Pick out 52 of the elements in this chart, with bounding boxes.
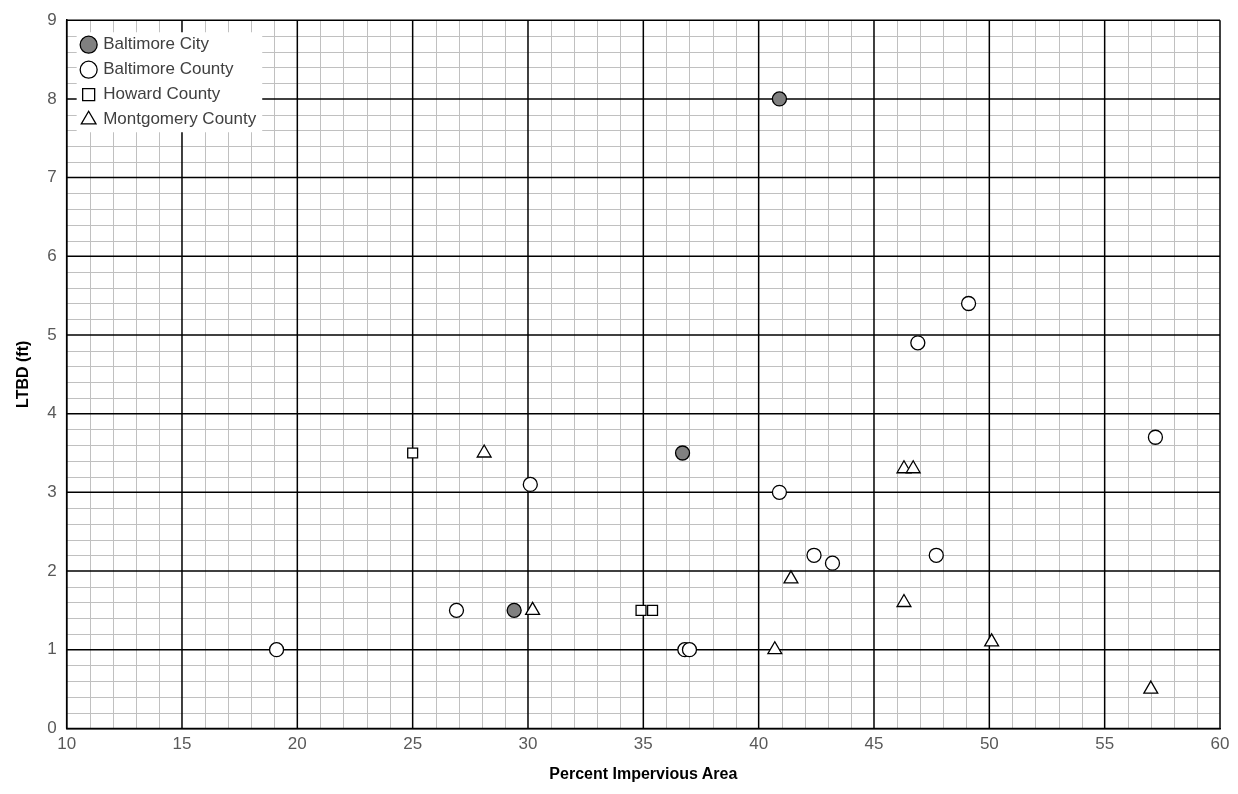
y-tick-label: 2 [47, 560, 57, 580]
point [806, 547, 822, 563]
x-tick-label: 20 [287, 734, 307, 754]
x-tick-label: 40 [749, 734, 769, 754]
point [767, 641, 783, 655]
point [771, 484, 788, 500]
y-tick-label: 4 [47, 403, 57, 423]
x-tick-label: 30 [518, 734, 538, 754]
point [522, 476, 538, 493]
x-tick-label: 10 [57, 734, 77, 754]
point [928, 547, 944, 563]
point [525, 601, 541, 616]
x-tick-label: 55 [1095, 734, 1115, 754]
y-tick-label: 7 [47, 167, 57, 187]
y-tick-label: 0 [47, 718, 57, 738]
x-tick-label: 45 [864, 734, 884, 754]
point [407, 447, 419, 459]
point [910, 335, 926, 351]
point [783, 570, 799, 584]
point [674, 445, 691, 461]
y-axis-title: LTBD (ft) [14, 340, 32, 408]
x-tick-label: 15 [172, 734, 192, 754]
legend-label: Howard County [103, 84, 221, 104]
legend-label: Montgomery County [103, 109, 257, 129]
point [1143, 680, 1159, 694]
x-tick-label: 50 [979, 734, 999, 754]
x-tick-label: 35 [633, 734, 653, 754]
point [824, 555, 841, 571]
point [506, 602, 522, 619]
point [681, 642, 698, 658]
x-tick-label: 25 [403, 734, 423, 754]
x-axis-title: Percent Impervious Area [549, 764, 738, 782]
y-tick-label: 5 [47, 324, 57, 344]
y-tick-label: 6 [47, 245, 57, 265]
point [476, 444, 492, 458]
point [896, 593, 912, 608]
legend-label: Baltimore County [103, 59, 235, 79]
point [448, 602, 465, 619]
point [646, 604, 659, 616]
point [905, 460, 921, 474]
legend-label: Baltimore City [103, 34, 210, 54]
point [635, 604, 647, 616]
point [268, 642, 285, 658]
point [960, 295, 977, 312]
y-tick-label: 3 [47, 482, 57, 502]
y-tick-label: 9 [47, 9, 57, 29]
x-tick-label: 60 [1210, 734, 1230, 754]
point [1147, 429, 1164, 445]
point [771, 91, 788, 107]
y-tick-label: 1 [47, 639, 57, 659]
point [984, 633, 1000, 647]
y-tick-label: 8 [47, 88, 57, 108]
